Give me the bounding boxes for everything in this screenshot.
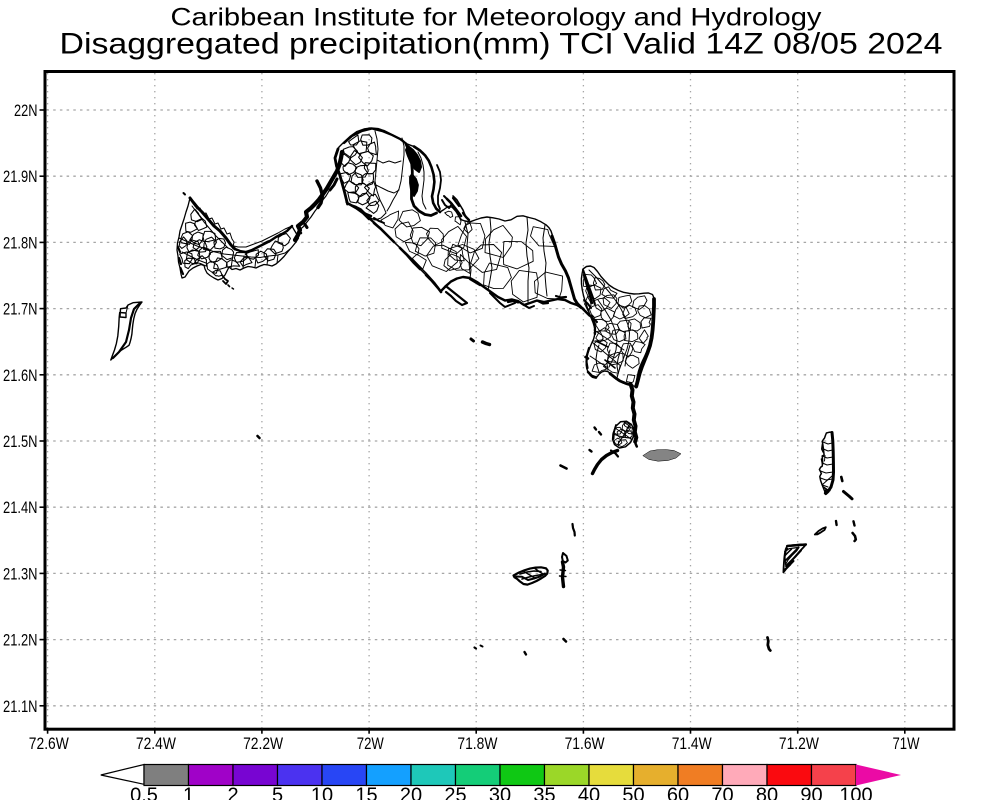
svg-text:71.6W: 71.6W (565, 734, 605, 753)
svg-text:90: 90 (800, 785, 822, 800)
svg-text:50: 50 (622, 785, 644, 800)
svg-text:71.4W: 71.4W (672, 734, 712, 753)
svg-text:20: 20 (400, 785, 422, 800)
svg-text:5: 5 (272, 785, 283, 800)
svg-text:21.2N: 21.2N (3, 631, 38, 650)
svg-text:2: 2 (227, 785, 238, 800)
svg-text:21.3N: 21.3N (3, 564, 38, 583)
svg-text:Caribbean Institute for Meteor: Caribbean Institute for Meteorology and … (171, 4, 823, 32)
svg-text:21.1N: 21.1N (3, 697, 38, 716)
svg-text:71W: 71W (893, 734, 920, 753)
svg-text:21.4N: 21.4N (3, 498, 38, 517)
svg-text:72.6W: 72.6W (29, 734, 69, 753)
svg-text:21.8N: 21.8N (3, 233, 38, 252)
svg-text:22N: 22N (14, 101, 38, 120)
svg-text:70: 70 (711, 785, 733, 800)
svg-text:72W: 72W (357, 734, 384, 753)
svg-text:21.9N: 21.9N (3, 167, 38, 186)
svg-text:25: 25 (444, 785, 466, 800)
svg-text:30: 30 (489, 785, 511, 800)
svg-text:21.7N: 21.7N (3, 300, 38, 319)
svg-text:1: 1 (183, 785, 194, 800)
svg-text:Disaggregated precipitation(mm: Disaggregated precipitation(mm) TCI Vali… (60, 28, 943, 61)
svg-text:0.5: 0.5 (130, 785, 158, 800)
svg-text:80: 80 (756, 785, 778, 800)
svg-text:35: 35 (533, 785, 555, 800)
svg-text:71.8W: 71.8W (457, 734, 497, 753)
svg-text:10: 10 (311, 785, 333, 800)
svg-text:21.5N: 21.5N (3, 432, 38, 451)
svg-text:72.2W: 72.2W (243, 734, 283, 753)
svg-text:71.2W: 71.2W (779, 734, 819, 753)
svg-text:15: 15 (355, 785, 377, 800)
svg-text:60: 60 (667, 785, 689, 800)
svg-text:72.4W: 72.4W (136, 734, 176, 753)
svg-text:21.6N: 21.6N (3, 366, 38, 385)
svg-text:100: 100 (839, 785, 872, 800)
svg-text:40: 40 (578, 785, 600, 800)
